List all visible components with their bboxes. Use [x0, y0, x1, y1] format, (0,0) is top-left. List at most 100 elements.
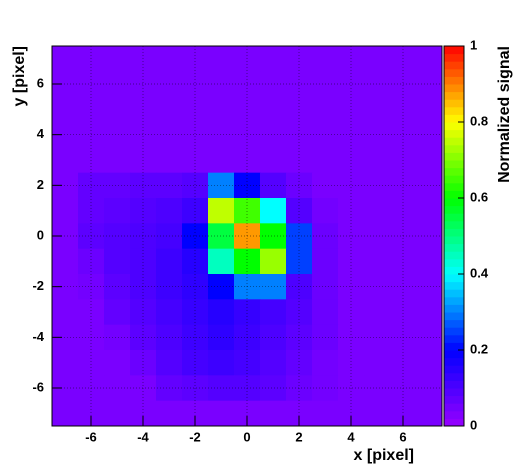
heatmap-cell	[182, 223, 209, 250]
heatmap-cell	[416, 147, 443, 174]
colorbar-step	[444, 312, 464, 321]
heatmap-cell	[416, 198, 443, 224]
colorbar-step	[444, 99, 464, 108]
heatmap-cell	[104, 122, 131, 148]
heatmap-cell	[156, 400, 183, 427]
heatmap-cell	[364, 274, 391, 300]
heatmap-cell	[416, 223, 443, 250]
colorbar-title: Normalized signal	[496, 46, 513, 183]
heatmap-cell	[416, 46, 443, 72]
colorbar-step	[444, 160, 464, 169]
heatmap-cell	[104, 147, 131, 174]
colorbar-tick-label: 0	[470, 417, 477, 432]
heatmap-cell	[390, 350, 417, 376]
colorbar-step	[444, 61, 464, 70]
heatmap-cell	[416, 122, 443, 148]
heatmap-cell	[312, 46, 339, 72]
heatmap-cell	[104, 274, 131, 300]
colorbar-step	[444, 395, 464, 404]
colorbar-step	[444, 68, 464, 77]
heatmap-cell	[416, 274, 443, 300]
heatmap-cell	[364, 223, 391, 250]
x-tick-label: -2	[189, 429, 201, 444]
heatmap-cell	[130, 172, 157, 199]
heatmap-cell	[156, 350, 183, 376]
colorbar-tick-label: 0.6	[470, 189, 488, 204]
colorbar-tick-label: 0.4	[470, 265, 489, 280]
colorbar-step	[444, 365, 464, 374]
colorbar-step	[444, 289, 464, 298]
colorbar-step	[444, 258, 464, 267]
heatmap-cell	[286, 172, 313, 199]
heatmap-cell	[260, 375, 287, 402]
colorbar-step	[444, 388, 464, 397]
colorbar-step	[444, 175, 464, 184]
heatmap-cell	[52, 400, 79, 427]
heatmap-cell	[312, 350, 339, 376]
heatmap-cell	[416, 350, 443, 376]
heatmap-cell	[208, 274, 235, 300]
heatmap-cell	[260, 248, 287, 275]
heatmap-cell	[104, 350, 131, 376]
heatmap-cell	[156, 248, 183, 275]
y-tick-label: -2	[32, 278, 44, 293]
colorbar-tick-label: 0.2	[470, 341, 488, 356]
heatmap-cell	[364, 350, 391, 376]
colorbar-step	[444, 84, 464, 93]
heatmap-cell	[78, 299, 105, 326]
x-tick-label: 0	[243, 429, 250, 444]
heatmap-cell	[52, 96, 79, 123]
heatmap-cell	[182, 71, 209, 98]
colorbar-step	[444, 182, 464, 191]
x-tick-label: 4	[347, 429, 355, 444]
heatmap-cell	[156, 299, 183, 326]
heatmap-cell	[312, 400, 339, 427]
colorbar-step	[444, 410, 464, 419]
heatmap-cell	[312, 248, 339, 275]
colorbar-step	[444, 228, 464, 237]
heatmap-cell	[78, 198, 105, 224]
x-tick-label: 2	[295, 429, 302, 444]
heatmap-cell	[182, 198, 209, 224]
heatmap-cell	[208, 96, 235, 123]
heatmap-cell	[78, 350, 105, 376]
heatmap-cell	[78, 248, 105, 275]
heatmap-cell	[208, 172, 235, 199]
heatmap-cell	[104, 46, 131, 72]
y-tick-label: -6	[32, 379, 44, 394]
heatmap-cell	[52, 299, 79, 326]
colorbar-frame	[443, 45, 465, 427]
heatmap-cell	[104, 96, 131, 123]
heatmap-cell	[260, 274, 287, 300]
heatmap-cell	[260, 147, 287, 174]
y-tick-label: 6	[37, 75, 44, 90]
heatmap-cell	[208, 375, 235, 402]
y-tick-label: 4	[37, 126, 45, 141]
heatmap-cell	[130, 299, 157, 326]
colorbar-tick-label: 0.8	[470, 113, 488, 128]
heatmap-cell	[104, 324, 131, 351]
colorbar-step	[444, 205, 464, 214]
heatmap-cell	[260, 122, 287, 148]
colorbar-step	[444, 152, 464, 161]
heatmap-cell	[364, 96, 391, 123]
heatmap-cell	[208, 223, 235, 250]
colorbar-step	[444, 190, 464, 199]
heatmap-cell	[260, 172, 287, 199]
heatmap-cell	[338, 299, 365, 326]
heatmap-cell	[208, 122, 235, 148]
heatmap-cell	[260, 198, 287, 224]
heatmap-cell	[286, 122, 313, 148]
y-axis-title: y [pixel]	[11, 46, 28, 106]
colorbar-step	[444, 91, 464, 100]
heatmap-cell	[364, 299, 391, 326]
heatmap-cell	[104, 198, 131, 224]
heatmap-cell	[390, 299, 417, 326]
colorbar-step	[444, 243, 464, 252]
colorbar-step	[444, 342, 464, 351]
axes: -6 -4 -2 0 2 4 6 -6 -4 -2 0 2 4 6 0 0.2 0.4 0.6 0.8 1	[32, 37, 488, 444]
heatmap-cell	[286, 299, 313, 326]
heatmap-cell	[286, 71, 313, 98]
heatmap-cell	[260, 324, 287, 351]
